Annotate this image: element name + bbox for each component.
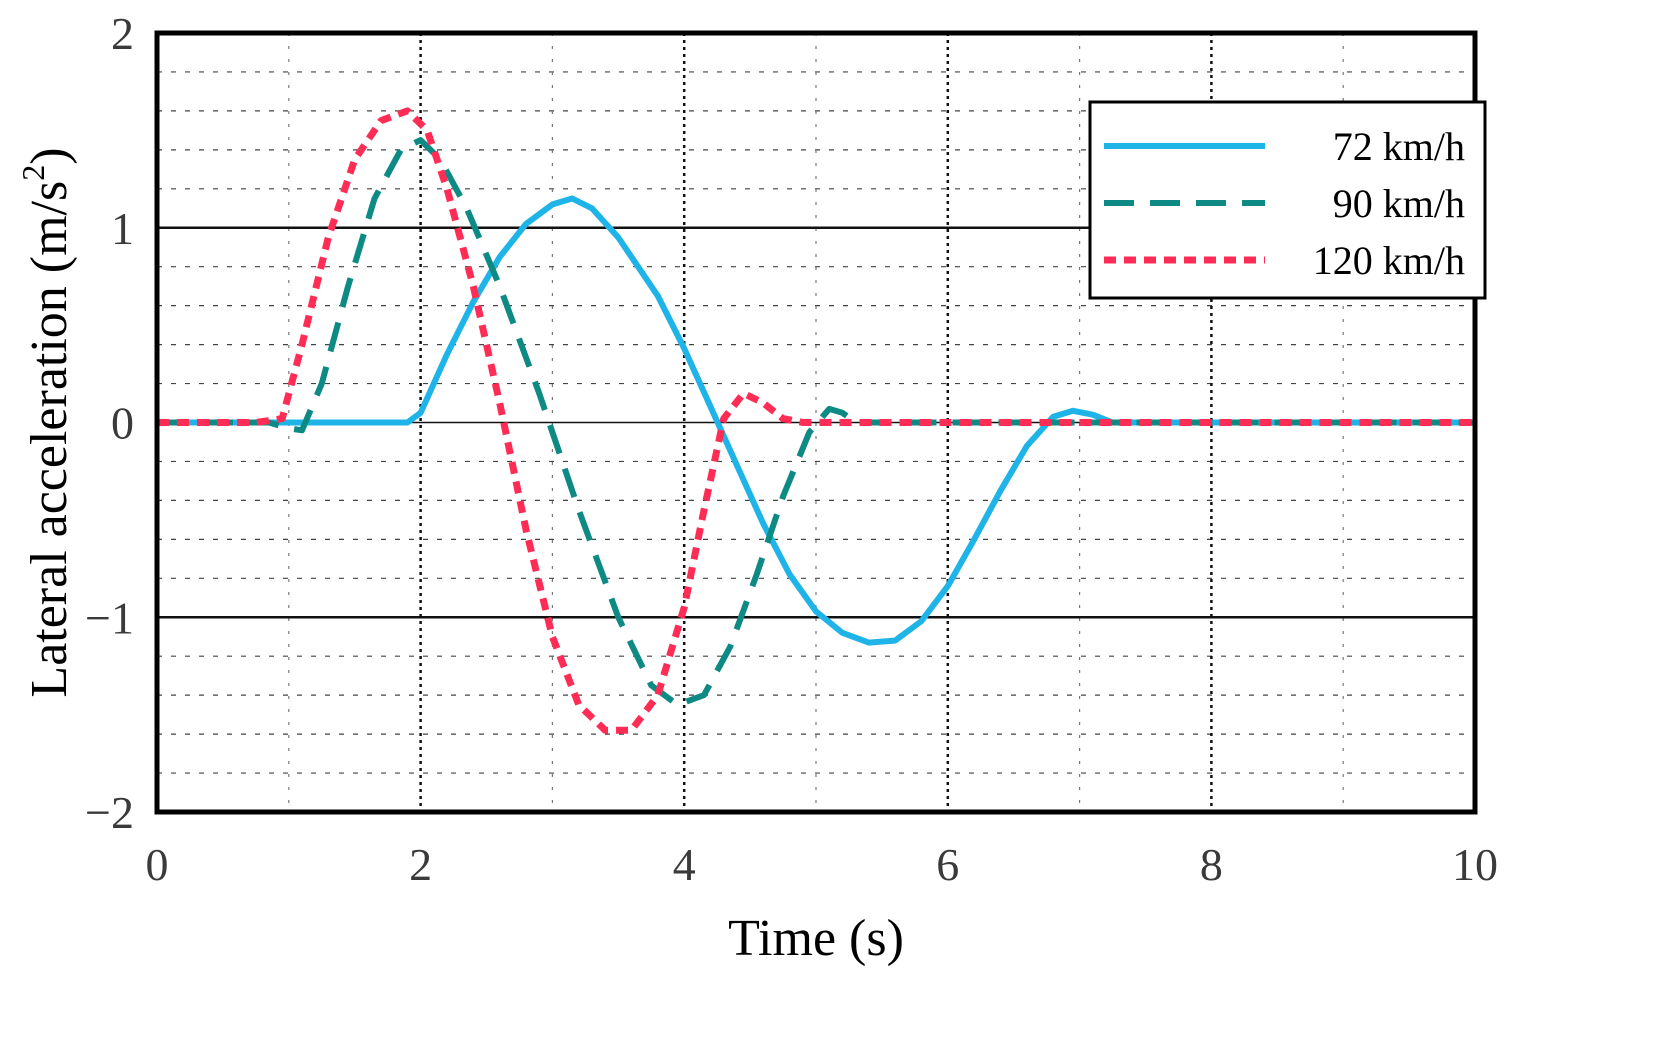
tick-labels: 0 2 4 6 8 10 −2 −1 0 1 2: [85, 8, 1498, 890]
x-tick-label: 6: [936, 839, 959, 890]
x-tick-label: 4: [673, 839, 696, 890]
y-tick-label: −1: [85, 592, 134, 643]
x-axis-title: Time (s): [728, 910, 904, 967]
plot-frame: [154, 30, 1478, 815]
legend-label: 72 km/h: [1333, 124, 1465, 169]
y-tick-label: −2: [85, 787, 134, 838]
y-axis-title-main: Lateral acceleration (m/s: [21, 181, 78, 698]
series-line-72-km-h: [157, 195, 1475, 646]
series-lines: [157, 107, 1475, 734]
x-tick-label: 2: [409, 839, 432, 890]
legend: 72 km/h 90 km/h 120 km/h: [1088, 100, 1487, 300]
y-axis-title: Lateral acceleration (m/s2): [15, 147, 78, 697]
y-axis-title-superscript: 2: [15, 165, 51, 181]
y-tick-label: 2: [111, 8, 134, 59]
y-axis-title-close: ): [21, 147, 78, 164]
x-tick-label: 0: [146, 839, 169, 890]
series-line-90-km-h: [157, 137, 1475, 708]
x-tick-label: 10: [1452, 839, 1498, 890]
x-tick-label: 8: [1200, 839, 1223, 890]
y-tick-label: 0: [111, 398, 134, 449]
y-tick-label: 1: [111, 203, 134, 254]
legend-label: 120 km/h: [1313, 238, 1465, 283]
grid-lines: [157, 33, 1475, 812]
legend-label: 90 km/h: [1333, 181, 1465, 226]
series-line-120-km-h: [157, 107, 1475, 734]
